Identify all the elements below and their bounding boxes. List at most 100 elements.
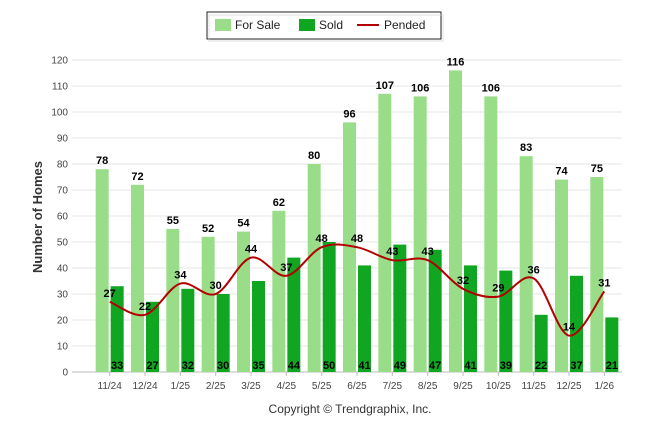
pended-value-label: 34 — [174, 270, 187, 282]
y-axis-ticks: 0 10 20 30 40 50 60 70 80 90 100 110 120 — [51, 56, 68, 379]
for-sale-bar — [590, 177, 604, 372]
legend-swatch — [215, 19, 231, 31]
for-sale-bar — [343, 122, 356, 373]
sold-bar — [322, 242, 336, 372]
for-sale-value-label: 55 — [167, 215, 179, 227]
for-sale-value-label: 52 — [202, 223, 214, 235]
sold-value-label: 50 — [323, 360, 335, 372]
x-tick-label: 8/25 — [418, 381, 438, 392]
pended-value-label: 27 — [104, 288, 116, 300]
y-tick-label: 80 — [57, 160, 69, 171]
sold-bar — [428, 249, 442, 372]
x-axis-ticks: 11/24 12/24 1/25 2/25 3/25 4/25 5/25 6/25 7/25 8/… — [98, 372, 615, 392]
x-tick-label: 7/25 — [383, 381, 403, 392]
sold-bar — [181, 288, 195, 372]
sold-value-label: 22 — [535, 360, 547, 372]
for-sale-value-label: 80 — [308, 150, 320, 162]
for-sale-value-label: 106 — [411, 82, 429, 94]
sold-value-label: 37 — [570, 360, 582, 372]
x-tick-label: 9/25 — [453, 381, 473, 392]
pended-value-label: 31 — [598, 277, 610, 289]
data-labels: 78 33 72 27 55 32 52 30 54 35 62 44 80 50 96 41 107 49 106… — [96, 56, 618, 372]
pended-value-label: 36 — [528, 264, 540, 276]
sold-bar — [216, 294, 230, 372]
y-axis-title: Number of Homes — [30, 161, 45, 273]
sold-value-label: 30 — [217, 360, 229, 372]
y-tick-label: 90 — [57, 134, 69, 145]
pended-line — [109, 243, 606, 337]
for-sale-bar — [131, 184, 144, 372]
x-tick-label: 10/25 — [486, 381, 511, 392]
sold-value-label: 41 — [358, 360, 370, 372]
for-sale-value-label: 72 — [131, 171, 143, 183]
pended-value-label: 43 — [386, 246, 398, 258]
sold-bar — [287, 257, 301, 372]
for-sale-bar — [519, 156, 533, 372]
sold-bar — [146, 301, 159, 372]
pended-value-label: 29 — [492, 283, 504, 295]
for-sale-bar — [449, 70, 462, 373]
y-tick-label: 40 — [57, 264, 69, 275]
copyright-credit: Copyright © Trendgraphix, Inc. — [269, 402, 432, 416]
x-tick-label: 12/25 — [556, 381, 581, 392]
for-sale-bar — [307, 164, 321, 372]
pended-value-label: 30 — [210, 280, 222, 292]
y-tick-label: 0 — [62, 368, 68, 379]
pended-value-label: 22 — [139, 301, 151, 313]
sold-bar — [464, 265, 477, 372]
pended-value-label: 14 — [563, 322, 576, 334]
x-tick-label: 11/24 — [98, 381, 123, 392]
sold-value-label: 32 — [182, 360, 194, 372]
for-sale-bar — [166, 229, 180, 372]
sold-bar — [570, 275, 583, 372]
x-tick-label: 6/25 — [347, 381, 367, 392]
y-tick-label: 10 — [57, 342, 69, 353]
x-tick-label: 2/25 — [206, 381, 226, 392]
for-sale-bar — [378, 93, 392, 373]
sold-value-label: 44 — [288, 360, 301, 372]
sold-value-label: 27 — [146, 360, 158, 372]
legend-label: Sold — [319, 18, 343, 32]
x-tick-label: 4/25 — [277, 381, 297, 392]
for-sale-value-label: 62 — [273, 197, 285, 209]
pended-value-label: 43 — [422, 246, 434, 258]
pended-value-label: 37 — [280, 262, 292, 274]
legend: For Sale Sold Pended — [206, 11, 444, 42]
for-sale-value-label: 107 — [376, 80, 394, 92]
sold-value-label: 33 — [111, 360, 123, 372]
legend-label: For Sale — [235, 18, 281, 32]
for-sale-value-label: 116 — [447, 56, 465, 68]
sold-value-label: 39 — [500, 360, 512, 372]
sold-bar — [252, 281, 265, 372]
legend-shadow — [208, 14, 444, 42]
sold-bar — [605, 317, 619, 372]
for-sale-bar — [484, 96, 498, 373]
sold-value-label: 35 — [252, 360, 264, 372]
x-tick-label: 12/24 — [132, 381, 157, 392]
for-sale-bar — [272, 210, 286, 372]
pended-value-label: 48 — [351, 233, 363, 245]
sold-bar — [534, 314, 548, 372]
y-tick-label: 110 — [52, 82, 68, 93]
x-tick-label: 1/25 — [171, 381, 191, 392]
for-sale-value-label: 75 — [591, 163, 603, 175]
y-tick-label: 50 — [57, 238, 69, 249]
y-tick-label: 120 — [51, 56, 68, 67]
for-sale-bar — [413, 96, 427, 373]
sold-value-label: 47 — [429, 360, 441, 372]
sold-value-label: 21 — [606, 360, 618, 372]
for-sale-value-label: 54 — [237, 218, 250, 230]
y-tick-label: 60 — [57, 212, 69, 223]
x-tick-label: 3/25 — [241, 381, 261, 392]
legend-swatch — [299, 19, 315, 31]
y-tick-label: 70 — [57, 186, 69, 197]
x-tick-label: 1/26 — [595, 381, 615, 392]
legend-label: Pended — [384, 18, 425, 32]
sold-value-label: 49 — [394, 360, 406, 372]
bars — [95, 70, 619, 373]
x-tick-label: 5/25 — [312, 381, 332, 392]
for-sale-bar — [95, 169, 109, 372]
sold-bar — [358, 265, 371, 372]
y-tick-label: 20 — [57, 316, 69, 327]
